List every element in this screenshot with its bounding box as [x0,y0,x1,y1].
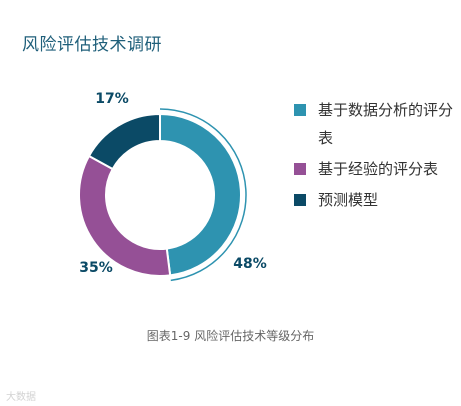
watermark: 大数据 [6,392,36,403]
legend-item-2: 预测模型 [294,186,454,214]
slice-label-2: 17% [95,91,129,107]
legend-label-2: 预测模型 [318,191,379,209]
slice-label-0: 48% [233,256,267,272]
legend-swatch-2 [294,194,306,206]
slice-outline-0 [159,108,247,282]
legend-label-0: 基于数据分析的评分表 [318,101,454,147]
legend-swatch-1 [294,163,306,175]
legend: 基于数据分析的评分表 基于经验的评分表 预测模型 [294,96,454,217]
chart-title: 风险评估技术调研 [22,35,162,55]
legend-item-0: 基于数据分析的评分表 [294,96,454,152]
slice-label-1: 35% [79,260,113,276]
legend-item-1: 基于经验的评分表 [294,155,454,183]
slice-0 [159,112,242,277]
slice-2 [87,112,161,171]
chart-caption: 图表1-9 风险评估技术等级分布 [146,329,315,343]
legend-swatch-0 [294,104,306,116]
slice-1 [78,154,172,277]
legend-label-1: 基于经验的评分表 [318,160,439,178]
